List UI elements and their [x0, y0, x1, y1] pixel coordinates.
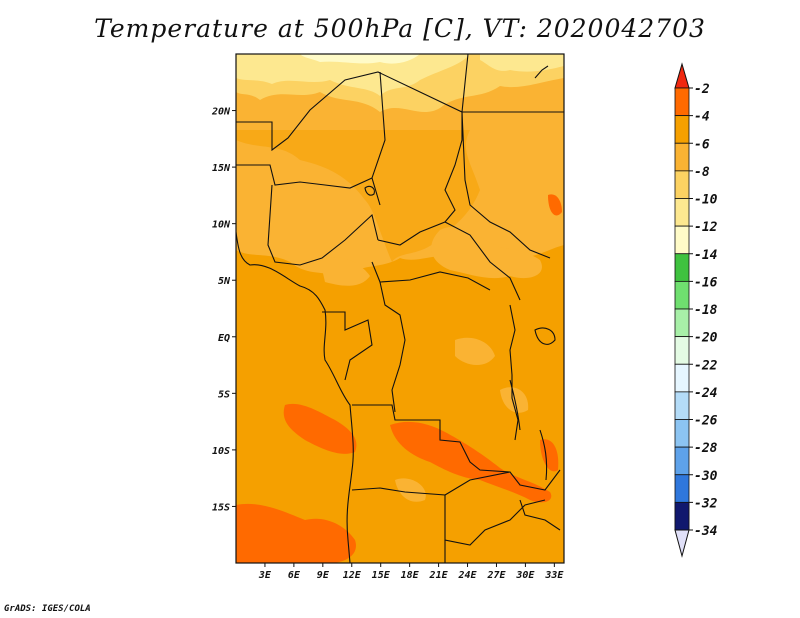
border-east-1 [461, 111, 551, 259]
field-warm-angola-coast [283, 403, 357, 454]
lake-victoria [534, 327, 556, 345]
lon-tick-label: 15E [372, 570, 391, 581]
lat-axis: 20N 15N 10N 5N EQ 5S 10S 15S [211, 107, 236, 513]
lat-tick-label: 15N [212, 163, 231, 174]
colorbar-band [674, 446, 690, 476]
colorbar-band [674, 225, 690, 255]
coastline-west [236, 231, 354, 563]
lake-tanganyika [509, 379, 521, 431]
colorbar-label: -18 [694, 303, 718, 318]
lake-malawi [539, 429, 548, 481]
field-warm-ethiopia [548, 194, 562, 216]
field-band-minus4-north [236, 130, 480, 262]
field-patch-east [500, 387, 529, 413]
lon-tick-label: 3E [258, 570, 272, 581]
colorbar-label: -14 [694, 248, 718, 263]
lat-tick-label: 5N [218, 276, 231, 287]
border-north-1 [236, 54, 469, 152]
colorbar-band [674, 419, 690, 448]
colorbar-band [674, 308, 690, 338]
colorbar-band [674, 280, 690, 310]
colorbar-label: -12 [694, 220, 718, 235]
colorbar-label: -10 [694, 193, 718, 208]
colorbar-band [674, 142, 690, 172]
border-gabon [322, 311, 373, 381]
colorbar-band [674, 198, 690, 227]
colorbar-band [674, 253, 690, 282]
colorbar-label: -30 [694, 469, 718, 484]
colorbar-band [674, 363, 690, 393]
colorbar-band [674, 87, 690, 117]
border-sahel [236, 164, 373, 189]
field-patch-west [320, 257, 370, 286]
colorbar-band [674, 170, 690, 199]
temperature-field [236, 54, 564, 563]
colorbar-label: -22 [694, 358, 718, 373]
lat-tick-label: 20N [211, 107, 231, 118]
lat-tick-label: 10N [212, 220, 231, 231]
grads-credit: GrADS: IGES/COLA [4, 604, 91, 614]
field-band-minus10 [236, 54, 470, 96]
field-band-minus10-ne [480, 54, 564, 72]
colorbar-label: -2 [694, 82, 710, 97]
lake-chad [364, 185, 375, 196]
lon-axis: 3E 6E 9E 12E 15E 18E 21E 24E 27E 30E 33E [258, 563, 564, 581]
country-borders [236, 54, 564, 563]
colorbar-band [674, 474, 690, 503]
colorbar-label: -26 [694, 414, 718, 429]
colorbar-band [674, 391, 690, 420]
colorbar-label: -20 [694, 331, 718, 346]
colorbar-top-arrow [674, 62, 690, 89]
border-chad [444, 112, 463, 223]
border-drc-west [379, 281, 406, 413]
lat-tick-label: 5S [218, 389, 230, 400]
field-band-minus12 [300, 54, 420, 64]
field-patch-congo [455, 337, 495, 366]
colorbar-label: -28 [694, 441, 718, 456]
border-drc-east [509, 304, 519, 441]
border-car-south [371, 261, 491, 291]
lon-tick-label: 9E [317, 570, 330, 581]
field-patch-central [431, 227, 542, 279]
lat-tick-label: 15S [212, 502, 230, 513]
lon-tick-label: 12E [343, 570, 362, 581]
colorbar-band-bottom [674, 501, 690, 531]
field-warm-southwest [236, 503, 356, 563]
border-angola [352, 404, 511, 473]
colorbar-label: -24 [694, 386, 718, 401]
colorbar-label: -34 [694, 524, 718, 539]
colorbar-bottom-arrow [674, 529, 690, 558]
lon-tick-label: 6E [288, 570, 301, 581]
border-zambia [444, 469, 561, 496]
field-patch-south [395, 478, 426, 502]
colorbar-band [674, 336, 690, 365]
colorbar: -2 -4 -6 -8 -10 -12 -14 -16 -18 -20 -22 -24 -26 -28 -3… [674, 62, 718, 558]
colorbar-label: -16 [694, 275, 718, 290]
border-angola-south [351, 487, 546, 546]
colorbar-label: -6 [694, 137, 710, 152]
border-north-2 [371, 71, 386, 206]
lon-tick-label: 24E [457, 570, 477, 581]
border-car [377, 221, 521, 301]
colorbar-label: -4 [694, 110, 710, 125]
lon-tick-label: 30E [515, 570, 535, 581]
coast-red-sea [534, 65, 549, 79]
lon-tick-label: 21E [429, 570, 449, 581]
lon-tick-label: 27E [486, 570, 506, 581]
colorbar-band [674, 115, 690, 144]
map-title: Temperature at 500hPa [C], VT: 202004270… [94, 14, 706, 43]
colorbar-label: -8 [694, 165, 710, 180]
border-se [519, 499, 561, 531]
lat-tick-label: 10S [212, 446, 230, 457]
map-frame [235, 53, 565, 564]
lon-tick-label: 18E [401, 570, 420, 581]
lon-tick-label: 33E [544, 570, 564, 581]
colorbar-label: -32 [694, 496, 718, 511]
border-nigeria [267, 184, 379, 266]
lat-tick-label: EQ [218, 333, 230, 344]
